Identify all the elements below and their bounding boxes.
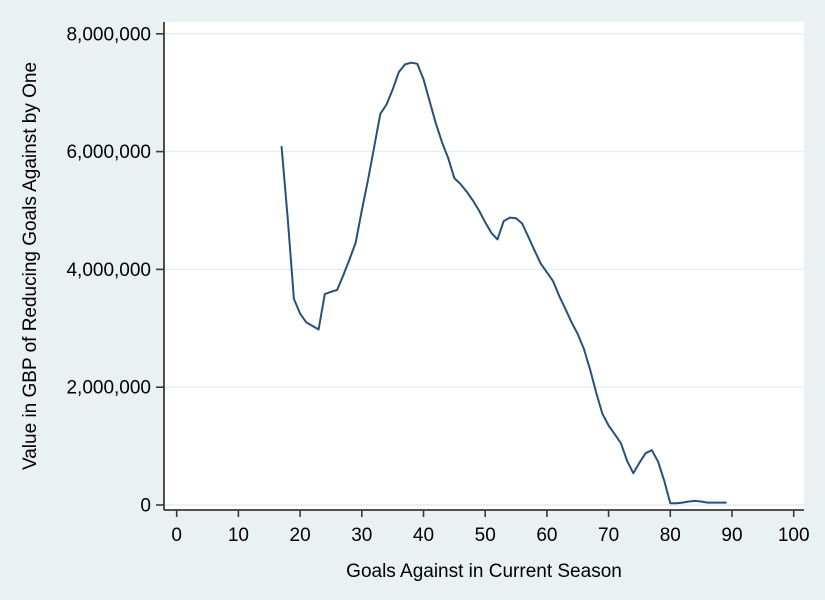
x-tick-label: 90: [721, 525, 742, 546]
x-tick-label: 60: [536, 525, 557, 546]
x-tick-label: 10: [228, 525, 249, 546]
y-tick-label: 2,000,000: [66, 378, 151, 399]
x-tick-label: 50: [475, 525, 496, 546]
plot-background: [164, 22, 804, 510]
x-tick-label: 40: [413, 525, 434, 546]
y-axis-title: Value in GBP of Reducing Goals Against b…: [20, 61, 41, 471]
y-tick-label: 8,000,000: [66, 24, 151, 45]
x-tick-label: 20: [290, 525, 311, 546]
x-axis-title: Goals Against in Current Season: [346, 561, 622, 582]
x-tick-label: 70: [598, 525, 619, 546]
y-tick-label: 0: [140, 496, 151, 517]
x-tick-label: 30: [351, 525, 372, 546]
x-tick-label: 0: [171, 525, 182, 546]
y-tick-label: 6,000,000: [66, 142, 151, 163]
data-line-value-of-reducing-goals-against: [280, 61, 727, 505]
x-tick-label: 100: [778, 525, 810, 546]
y-tick-label: 4,000,000: [66, 260, 151, 281]
x-tick-label: 80: [660, 525, 681, 546]
